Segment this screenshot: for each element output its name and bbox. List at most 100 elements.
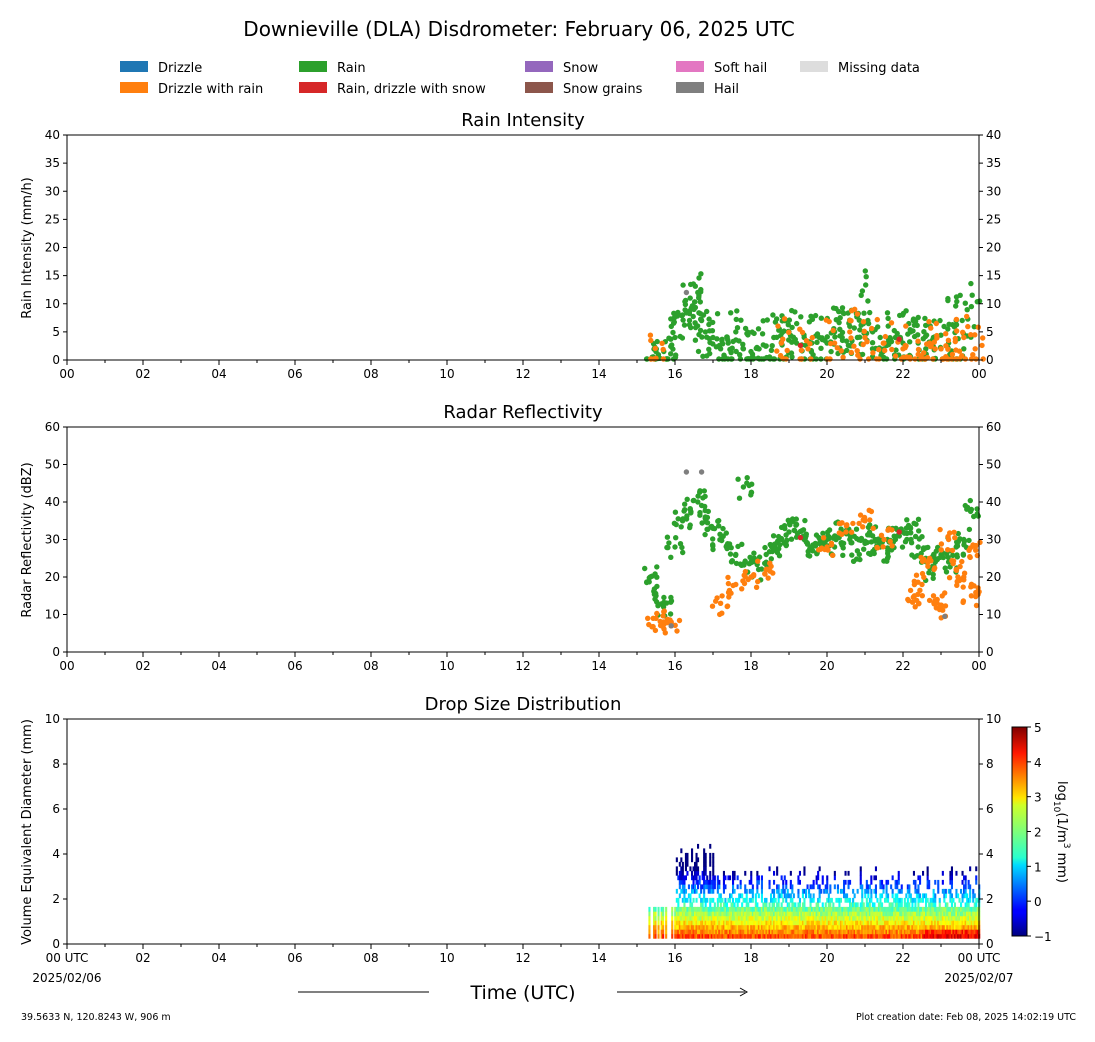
heatmap-cell (885, 906, 888, 912)
heatmap-cell (800, 915, 803, 921)
heatmap-cell (975, 929, 978, 935)
heatmap-cell (859, 879, 862, 885)
heatmap-cell (703, 911, 706, 917)
heatmap-cell (695, 920, 698, 926)
heatmap-cell (771, 888, 774, 894)
heatmap-cell (735, 920, 738, 926)
data-point (825, 533, 831, 539)
heatmap-cell (852, 929, 855, 935)
heatmap-cell (759, 933, 762, 939)
heatmap-cell (811, 924, 814, 930)
heatmap-cell (763, 902, 766, 908)
heatmap-cell (706, 875, 709, 881)
heatmap-cell (795, 924, 798, 930)
heatmap-cell (908, 924, 911, 930)
heatmap-cell (894, 884, 897, 890)
heatmap-cell (739, 924, 742, 930)
data-point (733, 337, 739, 343)
heatmap-cell (811, 920, 814, 926)
heatmap-cell (777, 897, 780, 903)
heatmap-cell (943, 933, 946, 939)
heatmap-cell (839, 924, 842, 930)
heatmap-cell (928, 929, 931, 935)
heatmap-cell (812, 929, 815, 935)
heatmap-cell (763, 911, 766, 917)
heatmap-cell (846, 906, 849, 912)
heatmap-cell (680, 875, 683, 881)
heatmap-cell (683, 924, 686, 930)
data-point (826, 527, 833, 533)
heatmap-cell (820, 888, 823, 894)
data-point (913, 572, 920, 578)
heatmap-cell (703, 884, 706, 890)
heatmap-cell (762, 906, 765, 912)
heatmap-cell (786, 915, 789, 921)
heatmap-cell (877, 915, 880, 921)
heatmap-cell (657, 911, 660, 917)
heatmap-cell (958, 906, 961, 912)
heatmap-cell (660, 906, 663, 912)
data-point (677, 541, 684, 547)
heatmap-cell (881, 920, 884, 926)
heatmap-cell (833, 920, 836, 926)
heatmap-cell (756, 884, 759, 890)
heatmap-cell (931, 897, 934, 903)
heatmap-cell (900, 915, 903, 921)
heatmap-cell (710, 924, 713, 930)
heatmap-cell (710, 920, 713, 926)
data-point (949, 558, 955, 564)
dsd-ylabel: Volume Equivalent Diameter (mm) (20, 719, 35, 945)
heatmap-cell (943, 906, 946, 912)
heatmap-cell (941, 888, 944, 894)
heatmap-cell (748, 879, 751, 885)
heatmap-cell (716, 915, 719, 921)
heatmap-cell (818, 893, 821, 899)
data-point (762, 544, 768, 551)
heatmap-cell (712, 857, 715, 863)
heatmap-cell (722, 906, 725, 912)
data-point (917, 587, 923, 593)
heatmap-cell (874, 866, 877, 872)
heatmap-cell (773, 879, 776, 885)
heatmap-cell (915, 929, 918, 935)
heatmap-cell (932, 888, 935, 894)
heatmap-cell (818, 884, 821, 890)
heatmap-cell (887, 906, 890, 912)
heatmap-cell (684, 852, 687, 858)
heatmap-cell (855, 902, 858, 908)
heatmap-cell (716, 911, 719, 917)
data-point (836, 530, 842, 536)
data-point (671, 520, 678, 526)
heatmap-cell (773, 906, 776, 912)
heatmap-cell (912, 924, 915, 930)
heatmap-cell (950, 879, 953, 885)
heatmap-cell (874, 893, 877, 899)
heatmap-cell (732, 897, 735, 903)
heatmap-cell (917, 915, 920, 921)
heatmap-cell (938, 902, 941, 908)
data-point (979, 342, 985, 349)
heatmap-cell (966, 897, 969, 903)
heatmap-cell (820, 911, 823, 917)
heatmap-cell (783, 933, 786, 939)
heatmap-cell (653, 929, 656, 935)
heatmap-cell (770, 929, 773, 935)
heatmap-cell (882, 888, 885, 894)
x-tick-label: 20 (819, 951, 834, 965)
data-point (954, 582, 960, 588)
heatmap-cell (923, 924, 926, 930)
heatmap-cell (964, 911, 967, 917)
heatmap-cell (697, 870, 700, 876)
heatmap-cell (767, 915, 770, 921)
heatmap-cell (870, 911, 873, 917)
heatmap-cell (922, 929, 925, 935)
heatmap-cell (792, 902, 795, 908)
heatmap-cell (695, 861, 698, 867)
heatmap-cell (729, 933, 732, 939)
heatmap-cell (812, 915, 815, 921)
data-point (810, 548, 816, 554)
heatmap-cell (739, 929, 742, 935)
heatmap-cell (824, 906, 827, 912)
heatmap-cell (792, 933, 795, 939)
